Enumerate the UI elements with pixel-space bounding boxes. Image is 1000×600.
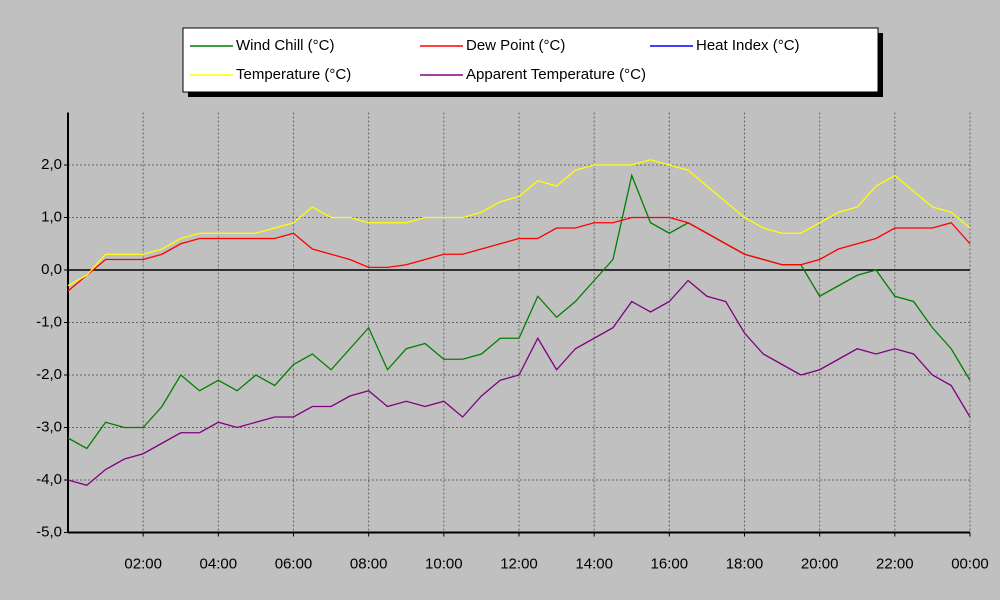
legend-label: Wind Chill (°C) — [236, 37, 335, 54]
y-tick-label: 1,0 — [41, 208, 62, 225]
legend-label: Dew Point (°C) — [466, 37, 565, 54]
y-tick-label: -1,0 — [36, 313, 62, 330]
legend-items: Wind Chill (°C) Dew Point (°C) Heat Index … — [190, 37, 800, 83]
x-tick-label: 00:00 — [951, 555, 989, 572]
series-line — [67, 159, 971, 287]
plot-area: -5,0 -4,0 -3,0 -2,0 -1,0 0,0 1,0 2,0 02:00 04:00 0… — [36, 112, 989, 572]
legend-label: Temperature (°C) — [236, 66, 351, 83]
x-tick-label: 10:00 — [425, 555, 463, 572]
legend-label: Apparent Temperature (°C) — [466, 66, 646, 83]
series-line — [67, 216, 971, 292]
x-tick-label: 20:00 — [801, 555, 839, 572]
legend — [182, 27, 879, 93]
y-tick-label: -2,0 — [36, 366, 62, 383]
x-tick-label: 22:00 — [876, 555, 914, 572]
x-tick-label: 02:00 — [124, 555, 162, 572]
y-tick-label: 0,0 — [41, 261, 62, 278]
x-tick-label: 12:00 — [500, 555, 538, 572]
legend-label: Heat Index (°C) — [696, 37, 800, 54]
x-tick-label: 08:00 — [350, 555, 388, 572]
x-tick-label: 06:00 — [275, 555, 313, 572]
y-tick-label: -4,0 — [36, 471, 62, 488]
y-tick-label: 2,0 — [41, 156, 62, 173]
x-tick-label: 04:00 — [200, 555, 238, 572]
x-tick-label: 14:00 — [575, 555, 613, 572]
x-tick-label: 18:00 — [726, 555, 764, 572]
y-tick-label: -3,0 — [36, 418, 62, 435]
series-line — [67, 173, 971, 450]
y-tick-label: -5,0 — [36, 523, 62, 540]
series-line — [67, 279, 971, 486]
x-tick-label: 16:00 — [651, 555, 689, 572]
